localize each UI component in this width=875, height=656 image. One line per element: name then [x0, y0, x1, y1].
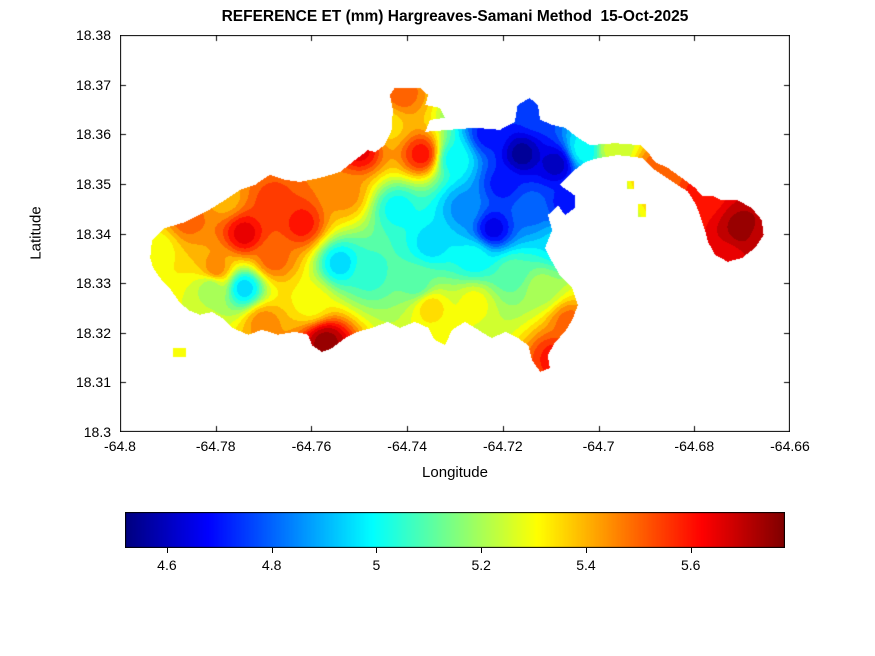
colorbar-tick-mark [376, 548, 378, 553]
y-tick-label: 18.33 [75, 275, 111, 292]
x-tick-label: -64.8 [104, 438, 136, 454]
y-tick-label: 18.3 [83, 424, 111, 440]
colorbar-tick-label: 5.4 [576, 557, 596, 573]
x-tick-label: -64.74 [387, 438, 427, 454]
y-tick-label: 18.34 [75, 225, 111, 242]
colorbar: 4.6 4.8 5 5.2 5.4 5.6 [125, 512, 785, 573]
x-tick-label: -64.7 [582, 438, 615, 454]
x-axis-label: Longitude [422, 464, 488, 481]
y-tick-label: 18.36 [75, 126, 111, 143]
colorbar-tick-mark [585, 548, 587, 553]
x-tick-label: -64.68 [674, 438, 715, 454]
y-tick-label: 18.35 [75, 175, 111, 192]
y-tick-label: 18.38 [75, 27, 111, 43]
x-tick-label: -64.76 [291, 438, 332, 454]
heatmap-canvas [120, 35, 790, 432]
chart-title: REFERENCE ET (mm) Hargreaves-Samani Meth… [221, 8, 689, 25]
y-tick-label: 18.32 [75, 324, 111, 341]
x-tick-label: -64.66 [770, 438, 810, 454]
colorbar-tick-mark [481, 548, 483, 553]
y-tick-label: 18.31 [75, 374, 111, 391]
y-axis-label: Latitude [27, 206, 45, 260]
x-tick-label: -64.72 [482, 438, 523, 454]
colorbar-tick-mark [690, 548, 692, 553]
colorbar-tick-label: 4.8 [261, 557, 282, 573]
plot-area: 18.38 18.37 18.36 18.35 18.34 18.33 18.32 18.31… [76, 27, 810, 454]
x-tick-label: -64.78 [195, 438, 236, 454]
colorbar-tick-label: 5 [372, 557, 381, 573]
colorbar-canvas [125, 512, 785, 548]
colorbar-tick-mark [271, 548, 273, 553]
colorbar-tick-mark [166, 548, 168, 553]
colorbar-tick-label: 5.2 [471, 557, 491, 573]
colorbar-tick-label: 5.6 [680, 557, 701, 573]
colorbar-tick-label: 4.6 [157, 557, 177, 573]
y-tick-label: 18.37 [75, 76, 111, 93]
